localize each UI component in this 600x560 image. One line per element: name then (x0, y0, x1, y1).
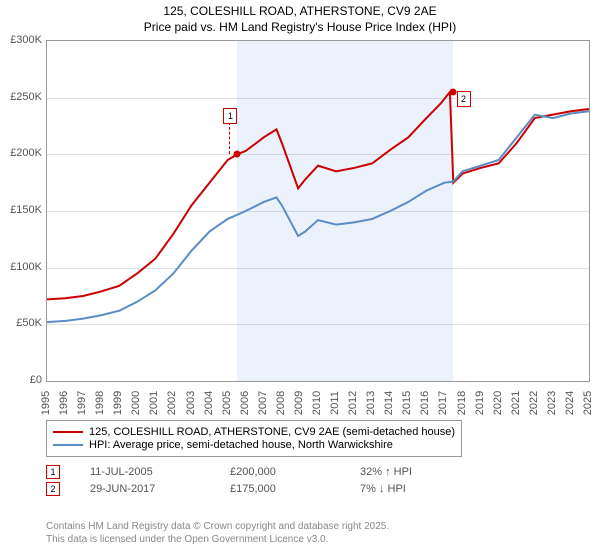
x-axis-label: 2012 (347, 391, 359, 415)
y-axis-label: £200K (10, 147, 42, 159)
x-axis-label: 2004 (203, 391, 215, 415)
x-axis-label: 2016 (419, 391, 431, 415)
footnote: Contains HM Land Registry data © Crown c… (46, 520, 389, 546)
x-axis-label: 1995 (40, 391, 52, 415)
series-property (47, 92, 589, 299)
legend-row: HPI: Average price, semi-detached house,… (53, 439, 455, 451)
legend: 125, COLESHILL ROAD, ATHERSTONE, CV9 2AE… (46, 420, 462, 457)
legend-label: HPI: Average price, semi-detached house,… (89, 439, 393, 451)
x-axis-label: 2006 (239, 391, 251, 415)
x-axis-label: 2018 (456, 391, 468, 415)
legend-row: 125, COLESHILL ROAD, ATHERSTONE, CV9 2AE… (53, 426, 455, 438)
x-axis-label: 2019 (474, 391, 486, 415)
x-axis-label: 2011 (329, 391, 341, 415)
y-axis-label: £250K (10, 91, 42, 103)
x-axis-label: 2010 (311, 391, 323, 415)
transaction-marker: 1 (46, 465, 60, 479)
chart-container: 125, COLESHILL ROAD, ATHERSTONE, CV9 2AE… (0, 0, 600, 560)
x-axis-label: 2025 (582, 391, 594, 415)
chart-title: 125, COLESHILL ROAD, ATHERSTONE, CV9 2AE… (0, 0, 600, 35)
x-axis-label: 1996 (58, 391, 70, 415)
title-line2: Price paid vs. HM Land Registry's House … (0, 20, 600, 36)
x-axis-label: 2001 (148, 391, 160, 415)
sale-marker-dot (234, 151, 241, 158)
callout-line (229, 122, 230, 154)
callout-box: 1 (223, 108, 237, 124)
transaction-date: 29-JUN-2017 (90, 483, 200, 495)
x-axis-label: 2005 (221, 391, 233, 415)
x-axis-label: 2022 (528, 391, 540, 415)
x-axis-label: 2009 (293, 391, 305, 415)
transaction-hpi-delta: 32% ↑ HPI (360, 466, 412, 478)
x-axis-label: 1997 (76, 391, 88, 415)
callout-box: 2 (457, 91, 471, 107)
x-axis-label: 2000 (130, 391, 142, 415)
transactions-table: 1 11-JUL-2005 £200,000 32% ↑ HPI 2 29-JUN-201… (46, 462, 442, 499)
legend-label: 125, COLESHILL ROAD, ATHERSTONE, CV9 2AE… (89, 426, 455, 438)
transaction-hpi-delta: 7% ↓ HPI (360, 483, 406, 495)
series-hpi (47, 111, 589, 322)
title-line1: 125, COLESHILL ROAD, ATHERSTONE, CV9 2AE (0, 4, 600, 20)
y-axis-label: £300K (10, 34, 42, 46)
x-axis-label: 2020 (492, 391, 504, 415)
y-axis-label: £50K (16, 317, 42, 329)
x-axis-label: 2014 (383, 391, 395, 415)
transaction-row: 1 11-JUL-2005 £200,000 32% ↑ HPI (46, 465, 442, 479)
x-axis-label: 2008 (275, 391, 287, 415)
x-axis-label: 2024 (564, 391, 576, 415)
transaction-price: £175,000 (230, 483, 330, 495)
x-axis-label: 2013 (365, 391, 377, 415)
plot-area: 12 (46, 40, 590, 382)
x-axis-label: 2017 (437, 391, 449, 415)
x-axis-label: 2002 (166, 391, 178, 415)
y-axis-label: £150K (10, 204, 42, 216)
y-axis-label: £100K (10, 261, 42, 273)
transaction-row: 2 29-JUN-2017 £175,000 7% ↓ HPI (46, 482, 442, 496)
transaction-date: 11-JUL-2005 (90, 466, 200, 478)
y-axis-label: £0 (30, 374, 42, 386)
legend-swatch (53, 444, 83, 446)
x-axis-label: 2015 (401, 391, 413, 415)
x-axis-label: 2023 (546, 391, 558, 415)
footnote-line1: Contains HM Land Registry data © Crown c… (46, 520, 389, 533)
transaction-price: £200,000 (230, 466, 330, 478)
x-axis-label: 2021 (510, 391, 522, 415)
footnote-line2: This data is licensed under the Open Gov… (46, 533, 389, 546)
x-axis-label: 1999 (112, 391, 124, 415)
x-axis-label: 2003 (185, 391, 197, 415)
legend-swatch (53, 431, 83, 433)
transaction-marker: 2 (46, 482, 60, 496)
x-axis-label: 2007 (257, 391, 269, 415)
x-axis-label: 1998 (94, 391, 106, 415)
line-series-svg (47, 41, 589, 381)
